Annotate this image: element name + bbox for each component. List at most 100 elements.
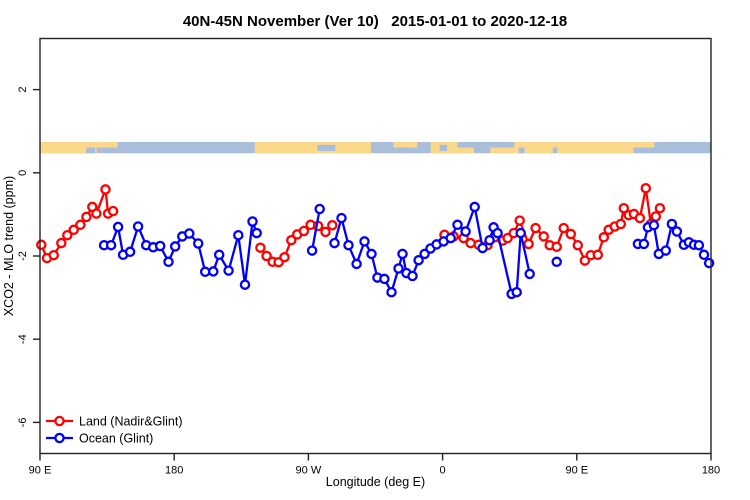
x-tick-label: 180: [702, 465, 720, 477]
data-point-ocean: [638, 238, 650, 250]
data-point-land: [107, 205, 119, 217]
data-point-land: [465, 237, 476, 249]
series-ocean-line: [310, 208, 321, 251]
map-band-ocean-patch: [552, 147, 558, 154]
data-point-ocean: [693, 239, 705, 251]
legend-label: Land (Nadir&Glint): [79, 415, 183, 429]
data-point-ocean: [239, 279, 251, 290]
data-point-land: [327, 219, 338, 231]
data-point-ocean: [247, 216, 258, 227]
data-point-land: [650, 211, 662, 222]
data-point-land: [261, 250, 272, 262]
data-point-ocean: [343, 239, 354, 251]
map-band-ocean-patch: [439, 144, 448, 152]
y-axis-label: XCO2 - MLO trend (ppm): [2, 176, 16, 316]
data-point-ocean: [492, 227, 503, 239]
data-point-land: [68, 224, 79, 236]
data-point-land: [558, 222, 569, 234]
x-tick-label: 90 E: [29, 465, 52, 477]
data-point-ocean: [379, 273, 390, 285]
data-point-ocean: [366, 248, 377, 260]
axes: 90 E 180 90 W 0 90 E 180 2 0 -2 -4 -6: [17, 87, 720, 477]
map-band-ocean-patch: [397, 147, 409, 154]
map-band-land-segment: [514, 142, 634, 154]
data-point-ocean: [124, 246, 136, 258]
data-point-ocean: [484, 234, 495, 246]
map-band-ocean-base: [40, 142, 711, 154]
data-point-ocean: [515, 227, 526, 239]
map-band-ocean-patch: [518, 147, 525, 154]
data-point-ocean: [698, 249, 710, 261]
data-point-land: [255, 242, 266, 253]
data-point-land: [530, 222, 541, 234]
data-point-ocean: [359, 236, 370, 247]
data-point-ocean: [154, 240, 166, 252]
map-band-land-segment: [490, 147, 515, 154]
data-point-ocean: [452, 219, 463, 231]
data-point-land: [565, 228, 577, 240]
data-point-land: [62, 229, 73, 241]
data-point-ocean: [306, 245, 318, 256]
y-tick-label: -4: [17, 334, 29, 344]
data-point-land: [551, 241, 562, 253]
map-band-ocean-patch: [86, 147, 96, 154]
data-point-ocean: [208, 266, 219, 277]
data-point-land: [298, 225, 310, 237]
data-point-ocean: [351, 258, 362, 270]
data-point-land: [615, 218, 627, 230]
data-point-ocean: [703, 257, 715, 269]
legend-label: Ocean (Glint): [79, 432, 153, 446]
data-point-land: [100, 184, 111, 195]
data-point-land: [538, 231, 549, 242]
data-point-land: [91, 208, 102, 219]
data-point-ocean: [511, 286, 522, 298]
data-point-land: [598, 232, 610, 243]
data-point-ocean: [213, 249, 225, 261]
legend-symbol-marker: [54, 432, 65, 444]
y-tick-label: 2: [17, 87, 29, 93]
data-point-ocean: [469, 201, 480, 213]
data-point-ocean: [251, 227, 262, 239]
data-point-ocean: [666, 218, 678, 230]
data-point-ocean: [660, 245, 672, 256]
map-band-land-segment: [633, 142, 655, 148]
data-point-ocean: [169, 241, 181, 252]
data-point-land: [48, 249, 59, 261]
data-point-land: [523, 238, 534, 250]
x-tick-label: 0: [440, 465, 446, 477]
data-point-ocean: [393, 263, 404, 274]
data-point-ocean: [329, 237, 340, 249]
map-band-ocean-patch: [317, 144, 336, 152]
x-tick-label: 90 E: [565, 465, 588, 477]
x-tick-label: 90 W: [296, 465, 322, 477]
data-point-land: [81, 211, 92, 223]
legend-symbol-marker: [54, 415, 65, 427]
data-point-ocean: [460, 226, 471, 237]
series-land: [36, 182, 666, 268]
map-band-land-segment: [40, 142, 97, 154]
data-point-ocean: [184, 228, 195, 239]
plot-title: 40N-45N November (Ver 10) 2015-01-01 to …: [182, 13, 568, 30]
data-point-land: [279, 251, 290, 263]
data-point-ocean: [192, 238, 204, 249]
data-point-ocean: [551, 256, 562, 268]
data-point-land: [320, 226, 331, 238]
data-point-land: [640, 182, 652, 194]
data-point-ocean: [407, 270, 418, 282]
data-point-land: [592, 249, 604, 261]
data-point-land: [286, 234, 297, 246]
data-point-ocean: [223, 265, 234, 276]
data-point-land: [634, 212, 646, 224]
series-ocean: [98, 201, 715, 300]
data-point-land: [75, 219, 86, 231]
plot-box: [39, 37, 712, 455]
data-point-ocean: [671, 226, 683, 237]
map-band-ocean-patch: [640, 147, 652, 154]
data-point-ocean: [105, 239, 117, 251]
data-point-ocean: [524, 268, 535, 280]
data-point-land: [572, 239, 584, 251]
x-axis-label: Longitude (deg E): [326, 475, 425, 489]
data-point-ocean: [413, 254, 424, 266]
